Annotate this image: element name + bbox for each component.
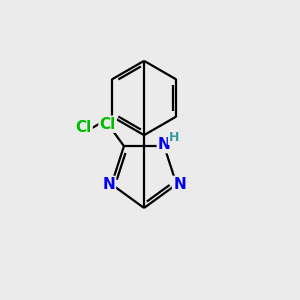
Text: Cl: Cl — [75, 120, 92, 135]
Text: H: H — [169, 131, 179, 144]
Text: N: N — [173, 177, 186, 192]
Text: N: N — [158, 137, 170, 152]
Text: Cl: Cl — [100, 117, 116, 132]
Text: N: N — [102, 177, 115, 192]
